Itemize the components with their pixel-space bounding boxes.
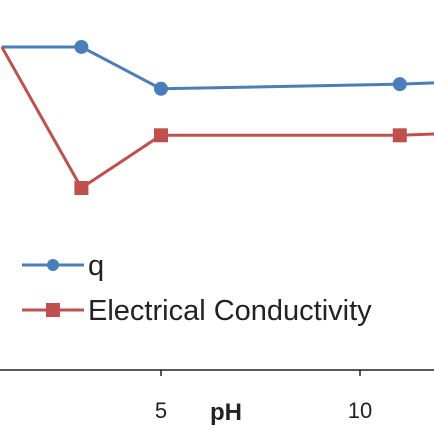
data-point-electrical-conductivity-1 (74, 181, 89, 195)
data-point-electrical-conductivity-3 (392, 128, 407, 143)
x-axis-title: pH (210, 399, 242, 426)
data-point-q-1 (74, 39, 89, 54)
data-point-q-2 (154, 81, 168, 96)
x-tick-label-5: 5 (155, 398, 167, 423)
legend-item-q: q (22, 250, 104, 282)
legend-marker-electrical-conductivity (46, 303, 60, 317)
series-line-electrical-conductivity (0, 46, 434, 190)
data-point-q-3 (392, 77, 407, 92)
legend: q Electrical Conductivity (22, 250, 372, 327)
legend-marker-q (47, 259, 59, 271)
legend-label-electrical-conductivity: Electrical Conductivity (88, 295, 372, 327)
x-tick-label-10: 10 (348, 398, 372, 423)
data-point-electrical-conductivity-2 (154, 128, 168, 143)
plot-area (0, 39, 434, 195)
x-axis: 5 10 pH (0, 369, 434, 426)
legend-label-q: q (88, 250, 104, 282)
series-line-q (1, 45, 434, 91)
legend-item-electrical-conductivity: Electrical Conductivity (22, 295, 372, 327)
